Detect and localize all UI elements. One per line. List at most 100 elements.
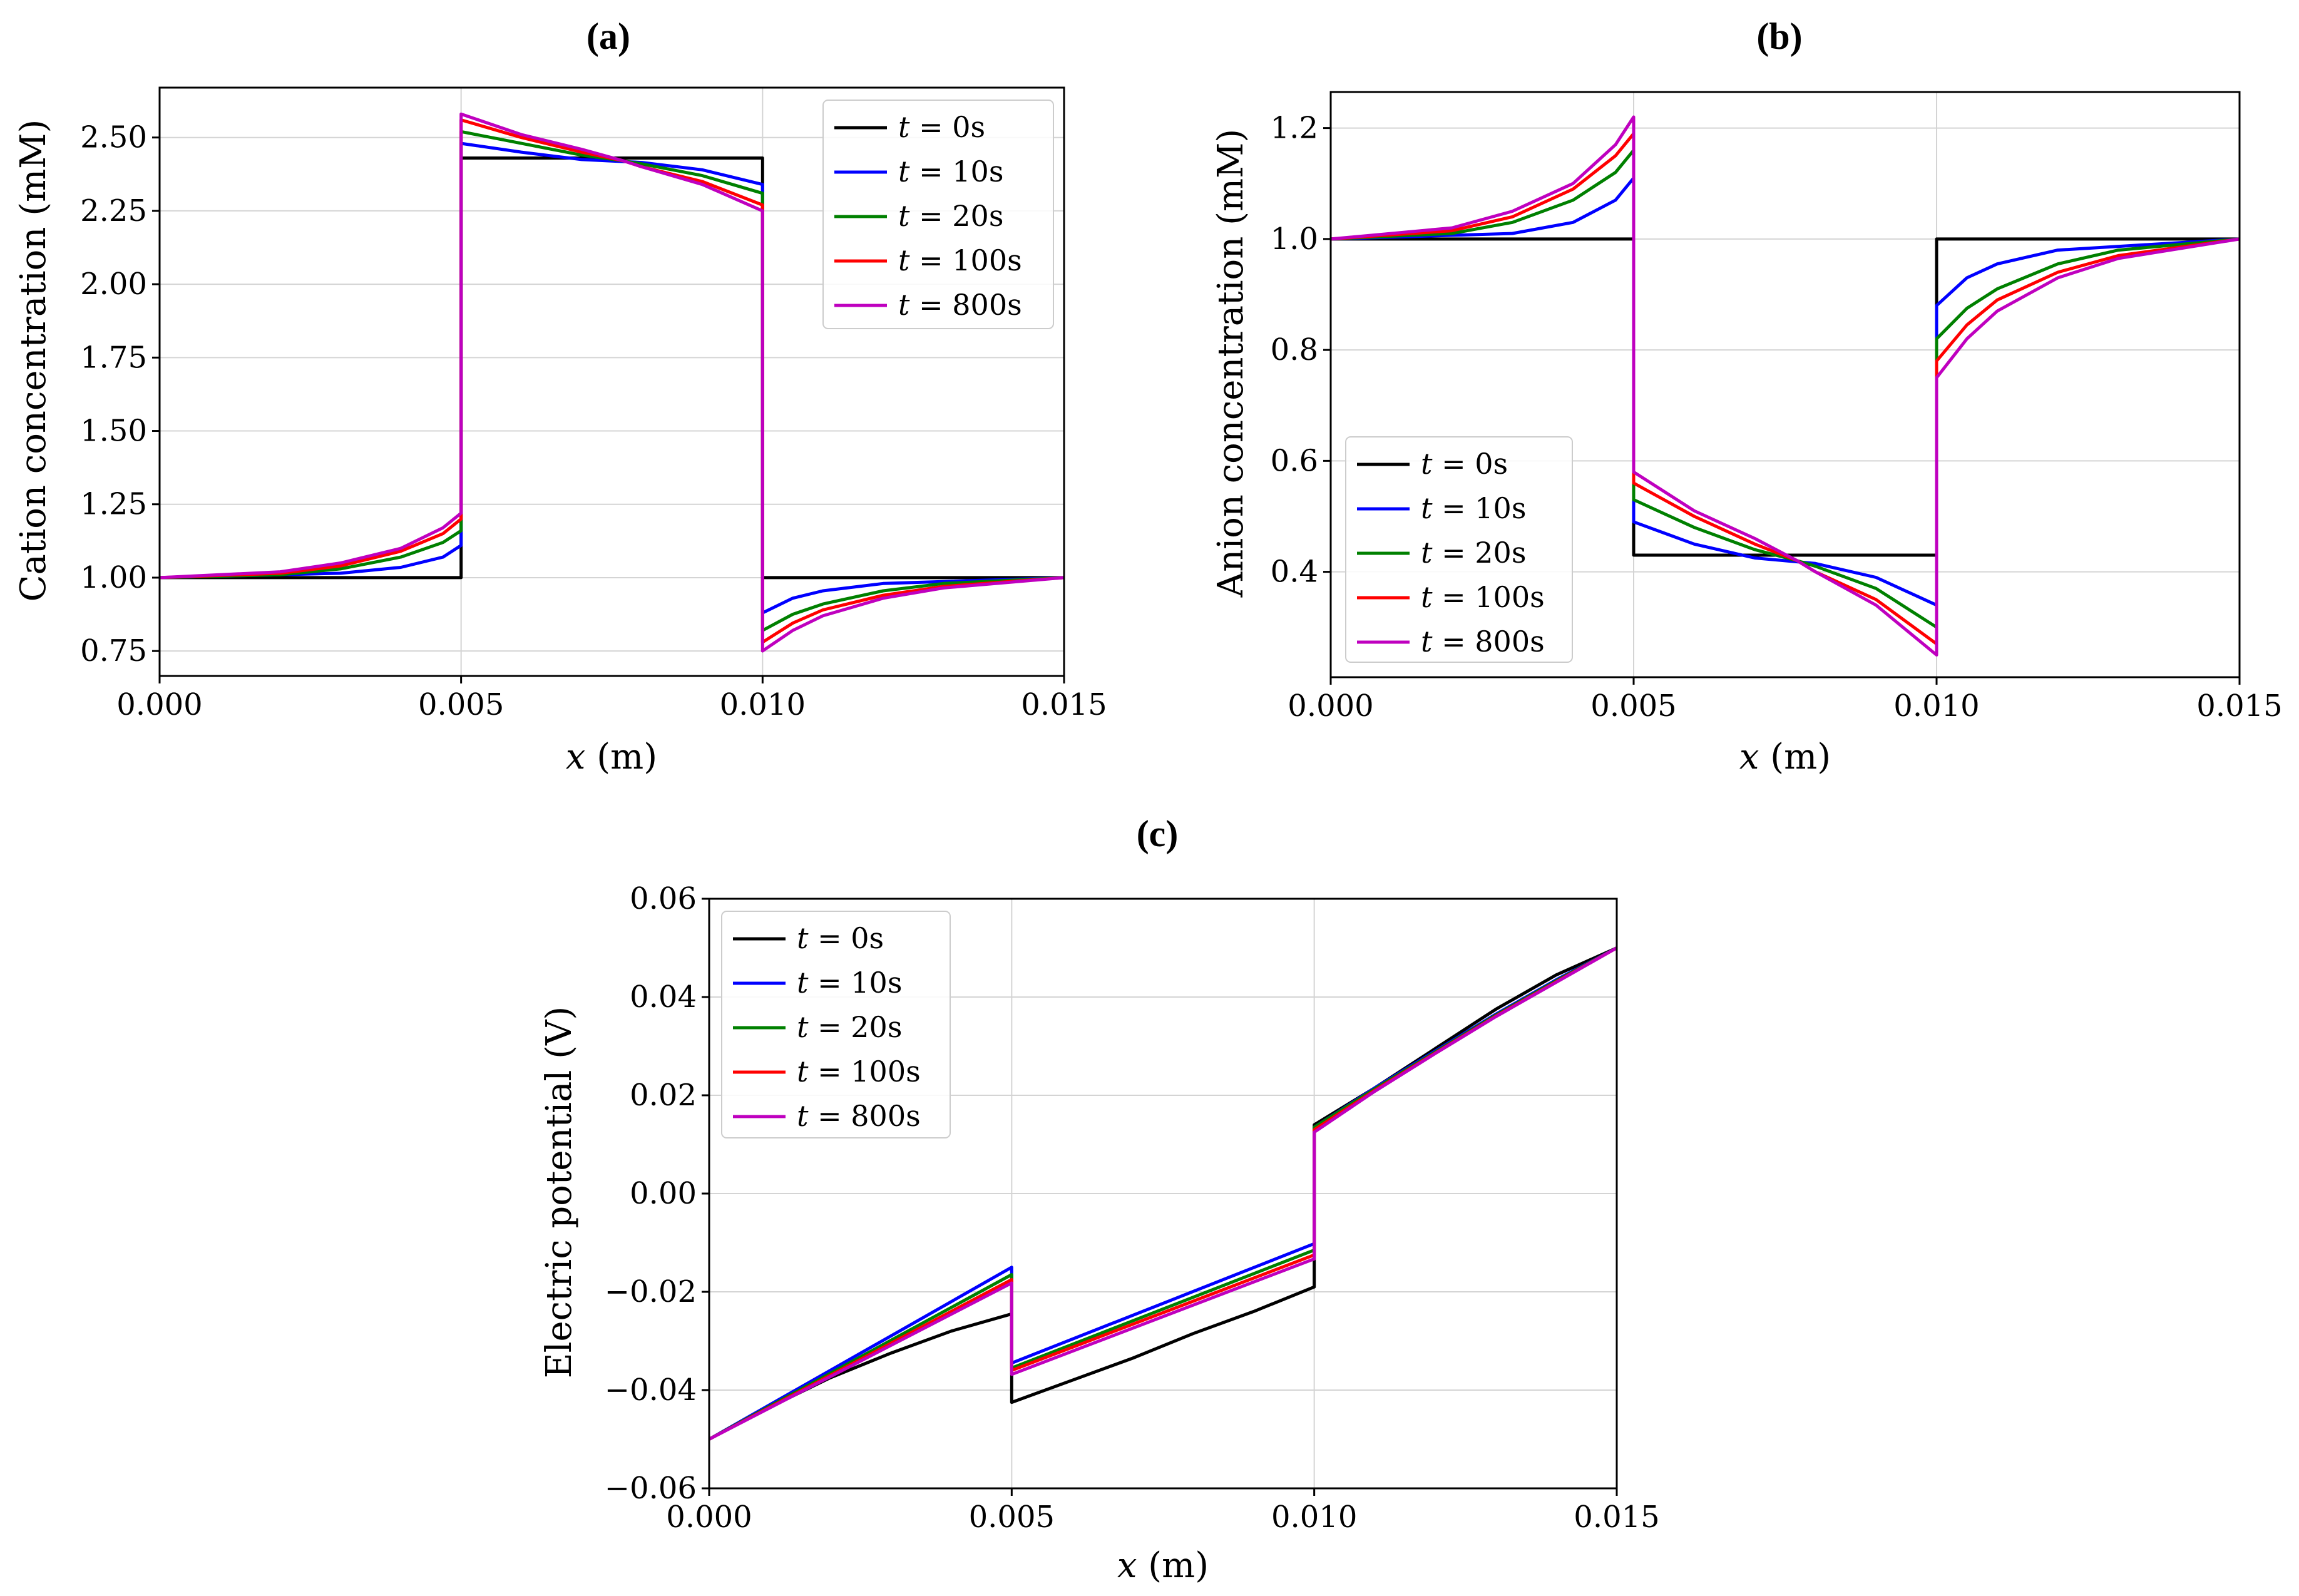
legend-label-var: t xyxy=(898,288,910,322)
legend-label-value: = 20s xyxy=(1433,536,1527,570)
legend-label-var: t xyxy=(1421,536,1433,570)
legend-label-var: t xyxy=(797,1099,809,1133)
chart-title: (a) xyxy=(586,16,630,57)
x-axis-label-unit: (m) xyxy=(1137,1545,1209,1586)
chart-title: (c) xyxy=(1137,813,1179,854)
x-axis-label-var: x xyxy=(566,737,586,777)
legend-label-var: t xyxy=(898,155,910,188)
legend-label: t = 100s xyxy=(1421,580,1545,614)
legend-label-value: = 100s xyxy=(910,243,1022,277)
y-tick-label: 0.8 xyxy=(1271,332,1318,367)
x-axis-label: x (m) xyxy=(566,737,657,777)
panel-a: (a) Cation concentration (mM) x (m) 0.00… xyxy=(13,16,1107,777)
legend-label: t = 800s xyxy=(898,288,1022,322)
y-tick-label: 2.00 xyxy=(80,267,147,302)
y-tick-label: 0.04 xyxy=(630,980,697,1015)
legend-label: t = 0s xyxy=(898,110,985,144)
x-tick-label: 0.005 xyxy=(969,1500,1055,1535)
y-tick-label: −0.06 xyxy=(605,1471,697,1506)
y-axis-label: Cation concentration (mM) xyxy=(13,120,54,602)
x-axis-label: x (m) xyxy=(1739,737,1831,777)
legend-label-value: = 100s xyxy=(809,1055,921,1088)
legend-label-var: t xyxy=(898,110,910,144)
legend-label: t = 800s xyxy=(1421,625,1545,658)
x-tick-label: 0.015 xyxy=(1574,1500,1659,1535)
legend-label-value: = 0s xyxy=(910,110,986,144)
legend-label-var: t xyxy=(797,921,809,955)
legend-label: t = 10s xyxy=(797,966,902,1000)
series-line-t800s xyxy=(159,112,1065,653)
y-tick-label: 1.75 xyxy=(80,340,147,375)
y-tick-label: 0.06 xyxy=(630,881,697,916)
x-tick-label: 0.010 xyxy=(1893,688,1979,724)
y-axis-label: Anion concentration (mM) xyxy=(1211,129,1251,598)
legend-label-value: = 10s xyxy=(1433,491,1527,525)
series-line-t0s xyxy=(708,946,1618,1441)
legend-label: t = 20s xyxy=(1421,536,1526,570)
x-axis-label-var: x xyxy=(1739,737,1759,777)
legend-label-value: = 20s xyxy=(809,1010,903,1044)
legend-label-var: t xyxy=(898,243,910,277)
legend-label-var: t xyxy=(797,966,809,1000)
plot-frame xyxy=(1329,91,2241,678)
y-tick-label: 1.50 xyxy=(80,414,147,449)
y-tick-label: −0.02 xyxy=(605,1274,697,1309)
x-tick-label: 0.000 xyxy=(666,1500,752,1535)
legend-label-var: t xyxy=(797,1055,809,1088)
x-tick-label: 0.010 xyxy=(720,687,806,722)
y-tick-label: 2.25 xyxy=(80,193,147,228)
legend-label-var: t xyxy=(1421,447,1433,481)
y-tick-label: 1.25 xyxy=(80,487,147,522)
legend-label-value: = 100s xyxy=(1433,580,1545,614)
x-tick-label: 0.000 xyxy=(116,687,202,722)
legend-label-value: = 10s xyxy=(910,155,1004,188)
legend-label-value: = 0s xyxy=(1433,447,1508,481)
series-line-t10s xyxy=(1330,176,2240,607)
panel-b: (b) Anion concentration (mM) x (m) 0.000… xyxy=(1211,16,2283,777)
y-tick-label: 2.50 xyxy=(80,120,147,155)
x-tick-label: 0.005 xyxy=(418,687,504,722)
legend-label-value: = 0s xyxy=(809,921,884,955)
legend-label-var: t xyxy=(1421,625,1433,658)
panel-c: (c) Electric potential (V) x (m) 0.000 0.… xyxy=(539,813,1660,1586)
y-tick-label: −0.04 xyxy=(605,1373,697,1408)
legend-label: t = 0s xyxy=(1421,447,1508,481)
legend-label-value: = 800s xyxy=(809,1099,921,1133)
plot-frame xyxy=(158,86,1065,677)
legend-label: t = 800s xyxy=(797,1099,921,1133)
x-tick-label: 0.015 xyxy=(1021,687,1107,722)
y-tick-label: 1.00 xyxy=(80,560,147,595)
x-tick-label: 0.000 xyxy=(1288,688,1373,724)
legend-box xyxy=(1345,436,1573,663)
y-tick-label: 0.02 xyxy=(630,1078,697,1113)
legend-label-value: = 20s xyxy=(910,199,1004,233)
series-line-t10s xyxy=(159,141,1065,615)
y-axis-label: Electric potential (V) xyxy=(539,1006,580,1379)
legend-label-var: t xyxy=(1421,491,1433,525)
legend-label: t = 0s xyxy=(797,921,884,955)
y-tick-label: 0.4 xyxy=(1271,555,1318,590)
legend-label-value: = 10s xyxy=(809,966,903,1000)
chart-title: (b) xyxy=(1756,16,1802,57)
y-tick-label: 1.2 xyxy=(1271,111,1318,146)
x-axis-label: x (m) xyxy=(1117,1545,1209,1586)
x-tick-label: 0.015 xyxy=(2196,688,2282,724)
legend-box xyxy=(822,100,1054,329)
legend-label-var: t xyxy=(1421,580,1433,614)
legend-label-value: = 800s xyxy=(1433,625,1545,658)
legend-label: t = 100s xyxy=(898,243,1022,277)
y-tick-label: 0.00 xyxy=(630,1176,697,1211)
legend-box xyxy=(721,911,951,1138)
y-tick-label: 0.75 xyxy=(80,633,147,668)
x-axis-label-unit: (m) xyxy=(1759,737,1831,777)
series-line-t800s xyxy=(1330,115,2240,657)
x-axis-label-var: x xyxy=(1117,1545,1137,1586)
x-axis-label-unit: (m) xyxy=(585,737,657,777)
series-line-t800s xyxy=(708,946,1618,1441)
legend-label-value: = 800s xyxy=(910,288,1022,322)
y-tick-label: 1.0 xyxy=(1271,222,1318,257)
